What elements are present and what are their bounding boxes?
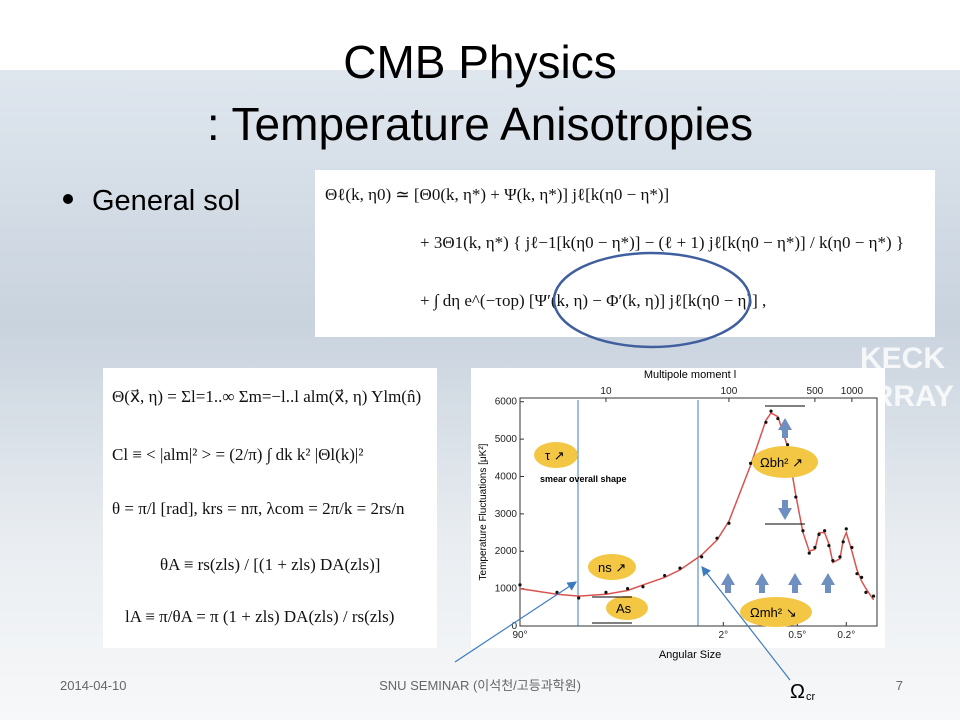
arrow-icon — [721, 573, 735, 593]
equation: + ∫ dη e^(−τop) [Ψ′(k, η) − Φ′(k, η)] jℓ… — [420, 291, 766, 311]
annotation-bubble — [752, 446, 818, 478]
equation: lA ≡ π/θA = π (1 + zls) DA(zls) / rs(zls… — [125, 607, 394, 626]
x-tick-label: 500 — [807, 386, 824, 397]
annotation-bubble — [606, 596, 648, 620]
data-point — [776, 416, 780, 421]
data-point — [700, 555, 704, 559]
data-point — [748, 461, 753, 466]
bullet-text: General sol — [92, 185, 240, 217]
x-tick-label: 100 — [721, 386, 738, 397]
data-point — [518, 583, 522, 587]
data-point — [764, 420, 768, 424]
annotation: Ωbh² ↗ — [760, 455, 803, 470]
annotation-bubble — [534, 442, 578, 468]
data-point — [577, 596, 581, 600]
footer-date: 2014-04-10 — [60, 678, 127, 693]
annotations: τ ↗ smear overall shape Ωbh² ↗ ns ↗ As Ω… — [534, 405, 835, 627]
x2-tick-label: 90° — [512, 630, 527, 641]
bullet-dot — [63, 194, 73, 204]
data-point — [794, 495, 798, 499]
data-point — [844, 527, 848, 531]
data-point — [626, 587, 630, 591]
data-point — [850, 545, 854, 550]
data-point — [678, 566, 682, 570]
data-point — [841, 540, 845, 544]
y-tick-label: 3000 — [495, 509, 518, 520]
x2-tick-label: 0.5° — [788, 630, 806, 641]
arrow-icon — [821, 573, 835, 593]
arrow-icon — [755, 573, 769, 593]
arrow-icon — [778, 500, 792, 520]
data-point — [864, 590, 868, 594]
annotation: smear overall shape — [540, 474, 627, 484]
annotation: ns ↗ — [598, 560, 626, 575]
y-tick-label: 4000 — [495, 471, 518, 482]
data-point — [715, 536, 719, 540]
data-point — [813, 545, 817, 550]
equation: + 3Θ1(k, η*) { jℓ−1[k(η0 − η*)] − (ℓ + 1… — [420, 233, 904, 252]
highlight-ellipse — [552, 251, 752, 349]
data-point — [604, 590, 608, 594]
data-point — [871, 594, 876, 598]
equation: θ = π/l [rad], krs = nπ, λcom = 2π/k = 2… — [112, 499, 405, 518]
y-axis-title: Temperature Fluctuations [μK²] — [478, 443, 489, 580]
arrow-icon — [788, 573, 802, 593]
annotation: τ ↗ — [545, 448, 565, 463]
chart-box — [471, 368, 885, 648]
annotation: Ωmh² ↘ — [750, 605, 797, 620]
data-point — [827, 544, 831, 548]
x-axis-title: Multipole moment l — [644, 369, 736, 381]
equation: Θℓ(k, η0) ≃ [Θ0(k, η*) + Ψ(k, η*)] jℓ[k(… — [325, 185, 669, 204]
data-point — [855, 572, 859, 576]
data-point — [555, 590, 559, 594]
equation: Θ(x⃗, η) = Σl=1..∞ Σm=−l..l alm(x⃗, η) Y… — [112, 387, 421, 406]
x2-tick-label: 0.2° — [837, 630, 855, 641]
annotation-bubble — [740, 597, 812, 627]
annotation-bubble — [588, 554, 636, 580]
data-point — [801, 529, 805, 533]
data-point — [860, 575, 864, 580]
callout-arrow — [701, 566, 791, 681]
y-tick-label: 1000 — [495, 584, 518, 595]
title-band — [0, 0, 960, 70]
data-point — [641, 585, 645, 589]
data-point — [817, 532, 821, 537]
data-point — [838, 555, 842, 559]
data-point — [769, 409, 773, 413]
data-point — [663, 573, 667, 578]
annotation: As — [616, 601, 632, 616]
y-tick-label: 5000 — [495, 434, 518, 445]
data-point — [785, 443, 790, 447]
x2-axis-title: Angular Size — [659, 649, 721, 661]
callout-arrow — [454, 581, 578, 663]
x2-tick-label: 2° — [719, 630, 729, 641]
data-point — [807, 551, 811, 555]
y-tick-label: 2000 — [495, 546, 518, 557]
callout-subscript: cr — [806, 691, 816, 703]
footer-title: SNU SEMINAR (이석천/고등과학원) — [379, 678, 581, 693]
title: : Temperature Anisotropies — [207, 98, 753, 150]
equation: Cl ≡ < |alm|² > = (2/π) ∫ dk k² |Θl(k)|² — [112, 445, 363, 465]
x-tick-label: 10 — [600, 386, 612, 397]
arrow-icon — [778, 418, 792, 438]
callout-symbol: Ω — [790, 681, 805, 703]
equation-box — [103, 368, 437, 648]
x-tick-label: 1000 — [841, 386, 864, 397]
y-tick-label: 6000 — [495, 397, 518, 408]
page-number: 7 — [896, 678, 903, 693]
title: CMB Physics — [343, 36, 616, 88]
equation: θA ≡ rs(zls) / [(1 + zls) DA(zls)] — [160, 555, 380, 574]
data-point — [823, 529, 827, 533]
y-tick-label: 0 — [511, 621, 517, 632]
data-point — [727, 521, 731, 525]
data-point — [831, 558, 835, 563]
